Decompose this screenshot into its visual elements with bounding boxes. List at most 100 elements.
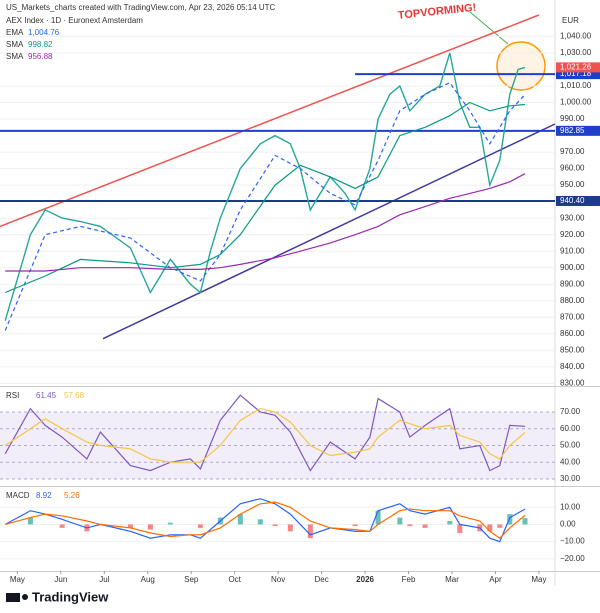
level-label: 940.40 bbox=[560, 196, 585, 205]
histogram-bar bbox=[287, 524, 293, 532]
histogram-bar bbox=[497, 524, 503, 528]
y-tick-label: 890.00 bbox=[560, 279, 585, 288]
histogram-bar bbox=[197, 524, 203, 528]
annotation-arrow bbox=[469, 11, 509, 45]
histogram-bar bbox=[27, 517, 33, 525]
y-tick-label: 1,010.00 bbox=[560, 81, 592, 90]
y-tick-label: 50.00 bbox=[560, 441, 581, 450]
y-tick-label: 1,030.00 bbox=[560, 48, 592, 57]
y-tick-label: 850.00 bbox=[560, 345, 585, 354]
credit: US_Markets_charts created with TradingVi… bbox=[6, 3, 276, 12]
histogram-bar bbox=[397, 517, 403, 525]
y-tick-label: 1,040.00 bbox=[560, 32, 592, 41]
x-tick-label: Nov bbox=[271, 575, 285, 584]
y-tick-label: 830.00 bbox=[560, 378, 585, 387]
y-tick-label: 860.00 bbox=[560, 329, 585, 338]
level-tag bbox=[556, 125, 600, 136]
y-tick-label: 960.00 bbox=[560, 164, 585, 173]
x-tick-label: Apr bbox=[489, 575, 502, 584]
histogram-bar bbox=[272, 524, 278, 527]
indicator-line bbox=[4, 81, 526, 331]
legend-name: EMA bbox=[6, 28, 24, 37]
y-tick-label: 900.00 bbox=[560, 263, 585, 272]
histogram-bar bbox=[407, 524, 413, 527]
legend-name: SMA bbox=[6, 52, 24, 61]
x-tick-label: Sep bbox=[184, 575, 199, 584]
indicator-line bbox=[4, 101, 526, 294]
level-label: 982.85 bbox=[560, 126, 585, 135]
histogram-bar bbox=[457, 524, 463, 534]
y-tick-label: 930.00 bbox=[560, 213, 585, 222]
histogram-bar bbox=[352, 524, 358, 527]
histogram-bar bbox=[447, 521, 453, 525]
y-tick-label: 990.00 bbox=[560, 114, 585, 123]
y-tick-label: 70.00 bbox=[560, 407, 581, 416]
histogram-bar bbox=[257, 519, 263, 525]
last-price-label: 1,021.26 bbox=[560, 62, 592, 71]
x-tick-label: Feb bbox=[402, 575, 416, 584]
price-line bbox=[4, 52, 526, 321]
y-tick-label: 870.00 bbox=[560, 312, 585, 321]
legend-value: 956.88 bbox=[28, 52, 53, 61]
histogram-bar bbox=[59, 524, 65, 528]
legend-value: 998.82 bbox=[28, 40, 53, 49]
y-tick-label: 1,000.00 bbox=[560, 98, 592, 107]
histogram-bar bbox=[307, 524, 313, 539]
histogram-bar bbox=[127, 524, 133, 528]
pane-title: MACD bbox=[6, 491, 30, 500]
indicator-line bbox=[4, 394, 526, 472]
x-tick-label: Jun bbox=[54, 575, 67, 584]
histogram-bar bbox=[487, 524, 493, 532]
x-tick-label: May bbox=[531, 575, 546, 584]
y-tick-label: 970.00 bbox=[560, 147, 585, 156]
currency: EUR bbox=[562, 16, 579, 25]
pane-title: RSI bbox=[6, 391, 19, 400]
y-tick-label: 910.00 bbox=[560, 246, 585, 255]
legend-value: 5.26 bbox=[64, 491, 80, 500]
level-tag bbox=[556, 195, 600, 206]
x-tick-label: 2026 bbox=[356, 575, 374, 584]
legend-name: SMA bbox=[6, 40, 24, 49]
y-tick-label: 880.00 bbox=[560, 296, 585, 305]
x-tick-label: Oct bbox=[228, 575, 241, 584]
logo bbox=[22, 594, 28, 600]
last-price-tag bbox=[556, 62, 600, 73]
legend-value: 1,004.76 bbox=[28, 28, 60, 37]
x-tick-label: May bbox=[10, 575, 25, 584]
x-tick-label: Jul bbox=[99, 575, 109, 584]
x-tick-label: Mar bbox=[445, 575, 459, 584]
histogram-bar bbox=[507, 514, 513, 525]
y-tick-label: 60.00 bbox=[560, 424, 581, 433]
y-tick-label: 40.00 bbox=[560, 457, 581, 466]
y-tick-label: 10.00 bbox=[560, 502, 581, 511]
histogram-bar bbox=[237, 514, 243, 525]
level-label: 1,017.18 bbox=[560, 69, 592, 78]
y-tick-label: 0.00 bbox=[560, 520, 576, 529]
brand: TradingView bbox=[32, 589, 109, 604]
trendline bbox=[102, 123, 556, 340]
indicator-line bbox=[4, 407, 526, 463]
histogram-bar bbox=[375, 510, 381, 525]
x-tick-label: Dec bbox=[314, 575, 328, 584]
y-tick-label: 840.00 bbox=[560, 362, 585, 371]
legend-value: 61.45 bbox=[36, 391, 57, 400]
indicator-line bbox=[5, 173, 526, 272]
histogram-bar bbox=[422, 524, 428, 528]
highlight-circle bbox=[496, 41, 546, 91]
y-tick-label: 950.00 bbox=[560, 180, 585, 189]
histogram-bar bbox=[167, 522, 173, 525]
y-tick-label: −10.00 bbox=[560, 537, 585, 546]
indicator-line bbox=[5, 501, 526, 539]
logo bbox=[6, 593, 20, 602]
annotation: TOPVORMING! bbox=[397, 2, 476, 22]
y-tick-label: 920.00 bbox=[560, 230, 585, 239]
legend-value: 57.68 bbox=[64, 391, 85, 400]
y-tick-label: −20.00 bbox=[560, 554, 585, 563]
x-tick-label: Aug bbox=[141, 575, 155, 584]
footer: TradingView bbox=[6, 589, 109, 604]
level-tag bbox=[556, 69, 600, 80]
legend-value: 8.92 bbox=[36, 491, 52, 500]
y-tick-label: 30.00 bbox=[560, 474, 581, 483]
histogram-bar bbox=[147, 524, 153, 530]
